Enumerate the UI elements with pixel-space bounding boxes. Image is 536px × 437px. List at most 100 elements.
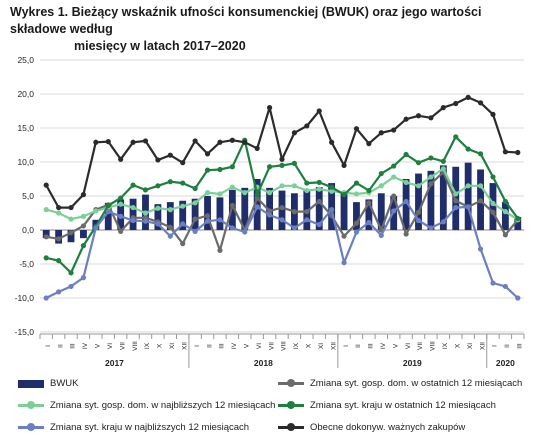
line-zakupy-point — [366, 141, 372, 147]
y-tick-label: 0,0 — [22, 225, 34, 235]
bar-bwuk — [402, 179, 410, 230]
line-kraju-najblizszych-point — [43, 295, 49, 301]
line-zakupy-point — [56, 204, 62, 211]
line-kraju-najblizszych-point — [366, 219, 372, 226]
legend-marker — [287, 423, 295, 431]
line-gosp-dom-ostatnich-point — [403, 231, 409, 237]
line-kraju-najblizszych-point — [229, 225, 235, 231]
x-month-label: IV — [82, 342, 89, 349]
legend-label: Zmiana syt. kraju w ostatnich 12 miesiąc… — [310, 400, 496, 411]
x-month-label: VII — [417, 342, 424, 350]
line-zakupy-point — [93, 139, 99, 145]
legend-line-swatch — [18, 401, 44, 409]
x-month-label: III — [219, 343, 226, 349]
line-zakupy-point — [291, 130, 298, 136]
line-zakupy-point — [465, 94, 471, 100]
x-month-label: VII — [268, 342, 275, 350]
y-tick-label: 25,0 — [17, 55, 34, 65]
line-kraju-ostatnich-point — [316, 179, 322, 185]
x-month-label: X — [454, 343, 461, 348]
x-month-label: II — [504, 344, 511, 348]
line-gosp-dom-ostatnich-point — [192, 216, 198, 222]
line-kraju-najblizszych-point — [242, 229, 248, 235]
line-gosp-dom-ostatnich-point — [366, 200, 372, 206]
line-zakupy-point — [453, 100, 459, 107]
x-month-label: IV — [380, 342, 387, 349]
line-gosp-dom-najblizszych-point — [428, 174, 434, 180]
chart-title-line2: miesięcy w latach 2017–2020 — [74, 39, 246, 53]
line-gosp-dom-ostatnich-point — [391, 193, 397, 199]
line-gosp-dom-ostatnich-point — [229, 202, 235, 209]
legend-label: Zmiana syt. gosp. dom. w ostatnich 12 mi… — [310, 378, 523, 389]
line-zakupy-point — [440, 105, 446, 111]
line-kraju-ostatnich-point — [378, 170, 384, 177]
x-month-label: XII — [479, 342, 486, 350]
x-year-label: 2019 — [403, 358, 422, 368]
x-month-label: XI — [318, 343, 325, 349]
line-gosp-dom-najblizszych-point — [266, 190, 273, 196]
line-kraju-najblizszych-point — [56, 289, 62, 295]
line-zakupy-point — [43, 182, 49, 188]
legend-label: BWUK — [50, 378, 79, 389]
x-year-label: 2020 — [496, 358, 515, 368]
line-gosp-dom-najblizszych-point — [68, 216, 74, 222]
x-month-label: VI — [405, 343, 412, 349]
bar-bwuk — [129, 198, 137, 230]
line-kraju-ostatnich-point — [118, 195, 124, 201]
line-gosp-dom-ostatnich-point — [316, 198, 322, 205]
bar-bwuk — [228, 189, 236, 230]
x-month-label: IV — [231, 342, 238, 349]
legend-line-swatch — [18, 423, 44, 431]
line-kraju-ostatnich-point — [254, 192, 260, 198]
line-kraju-ostatnich-point — [453, 134, 459, 140]
y-tick-label: -15,0 — [15, 327, 35, 337]
line-gosp-dom-najblizszych-point — [80, 213, 87, 219]
line-kraju-najblizszych-point — [105, 209, 111, 215]
line-zakupy-point — [180, 160, 186, 166]
x-month-label: I — [194, 345, 201, 347]
line-kraju-najblizszych-point — [217, 217, 223, 223]
bar-bwuk — [328, 183, 336, 230]
bar-bwuk — [501, 202, 509, 230]
line-kraju-ostatnich-point — [266, 164, 273, 170]
line-gosp-dom-najblizszych-point — [118, 201, 124, 207]
line-zakupy-point — [304, 123, 310, 129]
line-kraju-najblizszych-point — [465, 204, 471, 210]
line-gosp-dom-najblizszych-point — [56, 210, 62, 216]
line-gosp-dom-ostatnich-point — [80, 223, 87, 229]
chart-title: Wykres 1. Bieżący wskaźnik ufności konsu… — [10, 4, 526, 55]
legend-marker — [27, 401, 35, 409]
line-zakupy-point — [378, 130, 384, 136]
legend-marker — [287, 379, 295, 387]
x-month-label: X — [306, 343, 313, 348]
line-gosp-dom-ostatnich-point — [167, 224, 173, 230]
line-gosp-dom-najblizszych-point — [204, 190, 211, 196]
bar-bwuk — [42, 230, 50, 239]
line-kraju-najblizszych-point — [291, 225, 298, 231]
line-kraju-najblizszych-point — [155, 221, 161, 227]
line-kraju-najblizszych-point — [341, 260, 347, 266]
line-kraju-najblizszych-point — [142, 218, 149, 224]
x-year-label: 2018 — [254, 358, 273, 368]
line-kraju-ostatnich-point — [502, 198, 508, 205]
line-kraju-najblizszych-point — [118, 213, 124, 219]
line-zakupy-point — [105, 139, 111, 145]
bar-bwuk — [514, 217, 522, 230]
legend-line-swatch — [278, 423, 304, 431]
line-gosp-dom-ostatnich-point — [477, 198, 484, 204]
line-gosp-dom-ostatnich-point — [217, 247, 223, 253]
legend-label: Zmiana syt. gosp. dom. w najbliższych 12… — [50, 400, 276, 411]
x-month-label: XII — [330, 342, 337, 350]
bar-bwuk — [179, 200, 187, 230]
line-zakupy-point — [329, 139, 335, 145]
line-gosp-dom-ostatnich-point — [341, 233, 347, 239]
y-tick-label: 20,0 — [17, 89, 34, 99]
x-month-label: III — [368, 343, 375, 349]
line-zakupy-point — [68, 204, 74, 211]
line-gosp-dom-najblizszych-point — [440, 166, 446, 172]
legend-item-zakupy: Obecne dokonyw. ważnych zakupów — [278, 422, 465, 433]
y-tick-label: 5,0 — [22, 191, 34, 201]
legend-line-swatch — [278, 401, 304, 409]
line-kraju-najblizszych-point — [477, 246, 484, 252]
x-month-label: IX — [442, 342, 449, 349]
